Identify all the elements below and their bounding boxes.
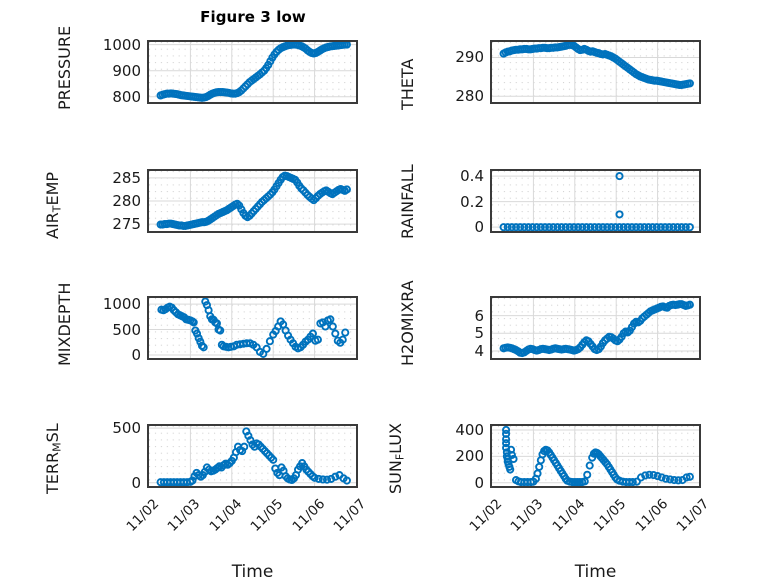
xtick-col1-11-07: 11/07 <box>673 496 713 535</box>
ytick-air_temp-280: 280 <box>112 192 141 210</box>
xtick-col0-11-04: 11/04 <box>206 496 246 535</box>
xtick-col0-11-03: 11/03 <box>164 496 204 535</box>
ytick-h2omixra-5: 5 <box>474 324 484 343</box>
ylabel-air_temp: AIRTEMP <box>43 172 63 239</box>
ylabel-text: AIRTEMP <box>43 171 64 239</box>
ylabel-terr_msl: TERRMSL <box>43 423 63 494</box>
ytick-terr_msl-500: 500 <box>112 419 141 438</box>
ytick-terr_msl-0: 0 <box>131 473 141 492</box>
ytick-h2omixra-4: 4 <box>474 341 484 360</box>
ylabel-text: SUNFLUX <box>386 423 407 494</box>
ylabel-text: TERRMSL <box>43 423 64 494</box>
ytick-pressure-900: 900 <box>112 61 141 80</box>
plot-panel-mixdepth <box>147 296 358 360</box>
plot-area-mixdepth <box>149 298 356 358</box>
ytick-pressure-1000: 1000 <box>102 35 141 54</box>
xtick-col0-11-06: 11/06 <box>289 496 328 535</box>
xtick-col1-11-02: 11/02 <box>466 496 506 535</box>
xtick-col0-11-05: 11/05 <box>247 496 287 535</box>
plot-area-theta <box>492 42 699 102</box>
ylabel-rainfall: RAINFALL <box>398 164 417 239</box>
ylabel-mixdepth: MIXDEPTH <box>55 282 74 366</box>
figure-title: Figure 3 low <box>200 8 306 26</box>
ytick-air_temp-275: 275 <box>112 215 141 234</box>
ylabel-sun_flux: SUNFLUX <box>386 423 406 494</box>
plot-area-terr_msl <box>149 426 356 486</box>
plot-area-h2omixra <box>492 298 699 358</box>
xtick-col1-11-03: 11/03 <box>507 496 547 535</box>
ylabel-theta: THETA <box>398 58 417 110</box>
plot-area-air_temp <box>149 171 356 231</box>
ytick-theta-290: 290 <box>455 48 484 67</box>
plot-panel-air_temp <box>147 169 358 233</box>
plot-panel-terr_msl <box>147 424 358 488</box>
plot-panel-sun_flux <box>490 424 701 488</box>
ytick-rainfall-0.4: 0.4 <box>460 167 484 186</box>
ytick-mixdepth-1000: 1000 <box>102 295 141 314</box>
xtick-col1-11-04: 11/04 <box>549 496 589 535</box>
ylabel-h2omixra: H2OMIXRA <box>398 280 417 366</box>
ytick-sun_flux-200: 200 <box>455 447 484 466</box>
xtick-col0-11-07: 11/07 <box>330 496 370 535</box>
xtick-col0-11-02: 11/02 <box>123 496 163 535</box>
ytick-sun_flux-400: 400 <box>455 420 484 439</box>
plot-panel-h2omixra <box>490 296 701 360</box>
ytick-pressure-800: 800 <box>112 87 141 106</box>
plot-area-rainfall <box>492 171 699 231</box>
xlabel-col1: Time <box>574 562 617 582</box>
ytick-mixdepth-0: 0 <box>131 345 141 364</box>
plot-panel-theta <box>490 40 701 104</box>
plot-panel-pressure <box>147 40 358 104</box>
ytick-h2omixra-6: 6 <box>474 306 484 325</box>
xtick-col1-11-06: 11/06 <box>632 496 671 535</box>
ytick-theta-280: 280 <box>455 87 484 106</box>
ytick-rainfall-0: 0 <box>474 218 484 237</box>
ytick-sun_flux-0: 0 <box>474 473 484 492</box>
ytick-air_temp-285: 285 <box>112 168 141 187</box>
ytick-rainfall-0.2: 0.2 <box>460 192 484 211</box>
plot-panel-rainfall <box>490 169 701 233</box>
xtick-col1-11-05: 11/05 <box>590 496 630 535</box>
plot-area-pressure <box>149 42 356 102</box>
ytick-mixdepth-500: 500 <box>112 320 141 339</box>
ylabel-pressure: PRESSURE <box>55 25 74 110</box>
xlabel-col0: Time <box>231 562 274 582</box>
plot-area-sun_flux <box>492 426 699 486</box>
